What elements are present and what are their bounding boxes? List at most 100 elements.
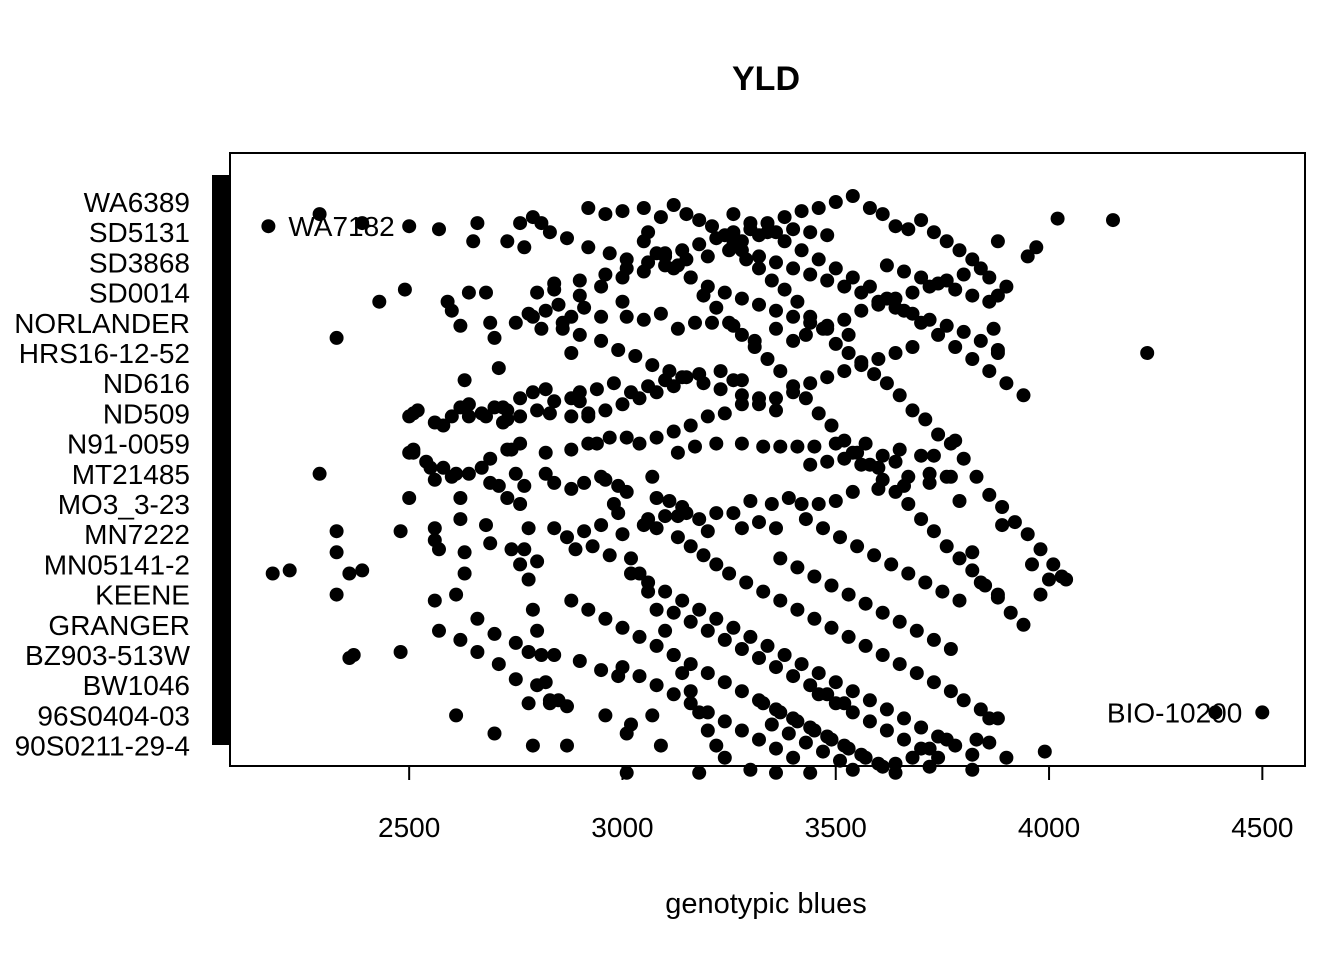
data-point [329, 330, 344, 345]
category-label: KEENE [95, 580, 190, 611]
data-point [606, 376, 621, 391]
data-point [952, 551, 967, 566]
data-point [521, 521, 536, 536]
data-point [918, 575, 933, 590]
data-point [845, 684, 860, 699]
data-point [423, 460, 438, 475]
data-point [939, 732, 954, 747]
data-point [487, 330, 502, 345]
data-point [888, 300, 903, 315]
data-point [521, 306, 536, 321]
data-point [393, 645, 408, 659]
data-point [803, 315, 818, 330]
data-point [572, 288, 587, 303]
data-point [990, 343, 1005, 357]
data-point [530, 554, 545, 569]
data-point [692, 765, 707, 780]
data-point [726, 225, 741, 240]
data-point [756, 439, 771, 454]
data-point [329, 545, 344, 560]
data-point [619, 484, 634, 499]
data-point [666, 648, 681, 662]
data-point [931, 276, 946, 291]
data-point [598, 267, 613, 282]
data-point [734, 388, 749, 403]
data-point [841, 346, 856, 360]
data-point [752, 397, 766, 412]
data-point [854, 285, 869, 300]
data-point [679, 506, 694, 521]
data-point [922, 475, 937, 490]
data-point [918, 412, 933, 427]
data-point [837, 451, 852, 466]
data-point [769, 521, 783, 536]
data-point [931, 427, 946, 442]
data-point [769, 741, 783, 756]
data-point [615, 527, 630, 542]
data-point [457, 566, 472, 581]
data-point [1046, 557, 1061, 572]
data-point [457, 373, 472, 388]
data-point [965, 352, 980, 366]
data-point [636, 518, 651, 533]
data-point [824, 418, 839, 433]
data-point [700, 524, 715, 539]
data-point [845, 484, 860, 499]
data-point [811, 201, 826, 215]
data-point [500, 234, 515, 249]
data-point [444, 409, 459, 424]
data-point [888, 346, 903, 360]
data-point [888, 454, 903, 469]
data-point [598, 611, 613, 626]
data-point [909, 623, 924, 638]
data-point [504, 542, 519, 557]
data-point [969, 469, 984, 484]
data-point [615, 204, 630, 219]
data-point [700, 249, 715, 264]
category-label: 90S0211-29-4 [15, 731, 190, 762]
data-point [734, 327, 749, 342]
data-point [858, 596, 873, 611]
data-point [547, 521, 562, 536]
data-point [901, 497, 916, 511]
data-point [773, 364, 788, 379]
data-point [752, 515, 766, 530]
data-point [905, 750, 920, 765]
data-point [897, 711, 911, 726]
data-point [837, 312, 852, 327]
data-point [619, 252, 634, 267]
data-point [828, 195, 843, 209]
data-point [589, 382, 604, 397]
data-point [649, 491, 664, 505]
data-point [538, 466, 553, 481]
data-point [508, 672, 523, 687]
data-point [858, 750, 873, 765]
data-point [931, 327, 946, 342]
data-point [500, 491, 515, 505]
data-point [453, 512, 468, 527]
data-point [973, 261, 988, 276]
data-point [705, 219, 719, 234]
data-point [658, 509, 673, 524]
data-point [922, 759, 937, 774]
data-point [508, 466, 523, 481]
data-point [854, 457, 869, 472]
data-point [397, 282, 412, 297]
data-point [432, 623, 446, 638]
category-label: BZ903-513W [25, 640, 191, 671]
data-point [786, 750, 801, 765]
data-point [982, 270, 997, 285]
data-point [547, 276, 562, 291]
data-point [726, 318, 741, 333]
data-point [798, 327, 813, 342]
data-point [901, 566, 916, 581]
data-point [483, 315, 498, 330]
data-point [752, 249, 766, 264]
data-point [995, 518, 1010, 533]
data-point [513, 409, 528, 424]
data-point [1020, 527, 1035, 542]
data-point [760, 352, 775, 366]
data-point [500, 403, 515, 418]
data-point [513, 497, 528, 511]
data-point [764, 273, 779, 288]
